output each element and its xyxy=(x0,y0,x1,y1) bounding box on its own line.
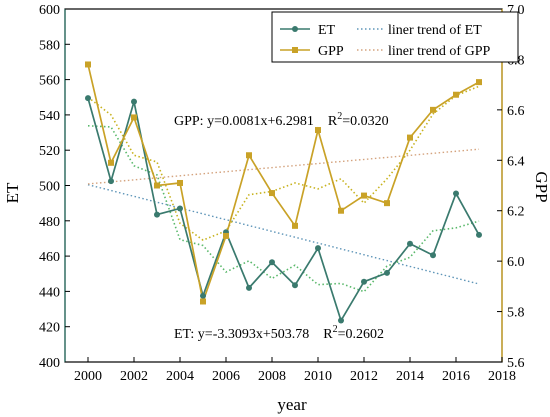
gpp-point xyxy=(453,91,459,98)
x-axis-label: year xyxy=(277,395,307,414)
et-point xyxy=(476,231,482,238)
gpp-series-line xyxy=(87,64,480,305)
gpp-point xyxy=(361,192,367,199)
et-point xyxy=(85,95,91,102)
gpp-r2-sup: 2 xyxy=(337,111,342,122)
x-tick-label: 2000 xyxy=(74,369,102,384)
et-point xyxy=(269,259,275,266)
trend-lines xyxy=(87,148,480,285)
gpp-point xyxy=(384,200,390,207)
gpp-point xyxy=(430,106,436,113)
et-regression-annotation: ET: y=-3.3093x+503.78 R2=0.2602 xyxy=(174,324,384,342)
right-y-axis-label: GPP xyxy=(532,171,550,202)
gpp-point xyxy=(292,222,298,229)
x-tick-label: 2010 xyxy=(304,369,332,384)
gpp-point xyxy=(154,182,160,189)
right-y-tick-label: 6.0 xyxy=(507,255,525,270)
x-tick-label: 2012 xyxy=(350,369,378,384)
x-tick-label: 2008 xyxy=(258,369,286,384)
gpp-r2-label: R xyxy=(328,114,338,129)
et-point xyxy=(246,284,252,291)
left-y-tick-label: 540 xyxy=(39,109,60,124)
left-y-tick-label: 560 xyxy=(39,74,60,89)
gpp-point xyxy=(315,127,321,134)
left-y-tick-label: 600 xyxy=(39,3,60,18)
et-r2-label: R xyxy=(323,327,333,342)
et-point xyxy=(108,178,114,185)
et-point xyxy=(384,269,390,276)
et-point xyxy=(177,205,183,212)
left-y-tick-label: 500 xyxy=(39,180,60,195)
et-r2-value: =0.2602 xyxy=(338,327,384,342)
et-point xyxy=(361,278,367,285)
et-point xyxy=(131,98,137,105)
gpp-point xyxy=(338,207,344,214)
left-y-tick-label: 580 xyxy=(39,38,60,53)
data-markers xyxy=(85,61,482,324)
et-point xyxy=(338,317,344,324)
et-point xyxy=(315,245,321,252)
x-tick-label: 2014 xyxy=(396,369,424,384)
left-y-axis-label: ET xyxy=(3,182,22,203)
legend-et-label: ET xyxy=(318,23,336,38)
legend-et-marker xyxy=(292,26,298,32)
et-point xyxy=(430,252,436,259)
left-y-tick-label: 520 xyxy=(39,144,60,159)
annotations: GPP: y=0.0081x+6.2981 R2=0.0320 ET: y=-3.… xyxy=(174,111,389,342)
gpp-point xyxy=(200,298,206,305)
legend-gpp-trend-label: liner trend of GPP xyxy=(388,44,490,59)
gpp-point xyxy=(407,134,413,141)
gpp-trend-line xyxy=(87,148,480,185)
et-equation: ET: y=-3.3093x+503.78 xyxy=(174,327,309,342)
gpp-regression-annotation: GPP: y=0.0081x+6.2981 R2=0.0320 xyxy=(174,111,389,129)
gpp-point xyxy=(246,152,252,159)
right-y-tick-label: 6.2 xyxy=(507,205,525,220)
gpp-smoothed-line xyxy=(87,85,480,242)
et-point xyxy=(453,190,459,197)
x-tick-label: 2002 xyxy=(120,369,148,384)
et-point xyxy=(292,282,298,289)
right-y-tick-label: 5.6 xyxy=(507,356,525,371)
axes: 2000 2002 2004 2006 2008 2010 2012 2014 2016 2018… xyxy=(39,3,525,384)
gpp-point xyxy=(108,159,114,166)
legend-gpp-label: GPP xyxy=(318,44,344,59)
gpp-point xyxy=(131,114,137,121)
gpp-r2-value: =0.0320 xyxy=(342,114,388,129)
x-tick-label: 2016 xyxy=(442,369,470,384)
et-series-line xyxy=(87,97,480,323)
legend: ET GPP liner trend of ET liner trend of … xyxy=(271,11,519,63)
left-y-tick-label: 440 xyxy=(39,285,60,300)
gpp-point xyxy=(269,190,275,197)
left-y-tick-label: 400 xyxy=(39,356,60,371)
right-y-tick-label: 6.6 xyxy=(507,104,525,119)
gpp-equation: GPP: y=0.0081x+6.2981 xyxy=(174,114,314,129)
et-point xyxy=(200,292,206,299)
gpp-point xyxy=(177,179,183,186)
et-r2-sup: 2 xyxy=(333,324,338,335)
left-y-tick-label: 480 xyxy=(39,215,60,230)
et-point xyxy=(407,240,413,247)
et-point xyxy=(154,211,160,218)
gpp-point xyxy=(476,79,482,86)
x-tick-label: 2004 xyxy=(166,369,194,384)
left-y-tick-label: 420 xyxy=(39,321,60,336)
x-tick-label: 2006 xyxy=(212,369,240,384)
legend-et-trend-label: liner trend of ET xyxy=(388,23,482,38)
legend-gpp-marker xyxy=(292,47,298,53)
x-tick-label: 2018 xyxy=(488,369,516,384)
et-trend-line xyxy=(87,183,480,285)
left-y-tick-label: 460 xyxy=(39,250,60,265)
legend-box xyxy=(271,11,519,63)
gpp-point xyxy=(85,61,91,68)
right-y-tick-label: 6.4 xyxy=(507,154,525,169)
right-y-tick-label: 5.8 xyxy=(507,306,525,321)
gpp-point xyxy=(223,232,229,239)
series-lines xyxy=(87,64,480,323)
